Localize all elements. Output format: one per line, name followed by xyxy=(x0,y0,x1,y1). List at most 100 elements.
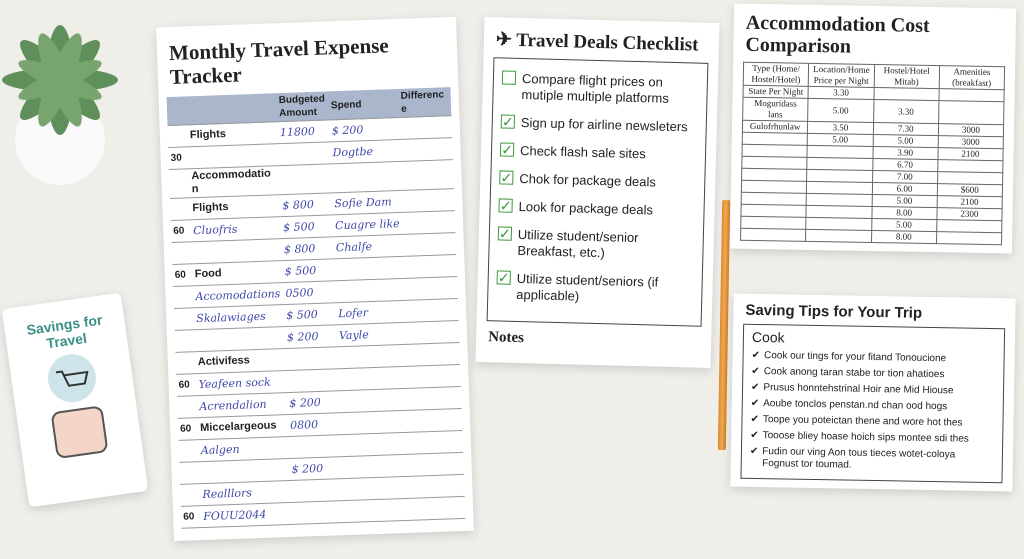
row-label: Yeafeen sock xyxy=(198,375,271,392)
row-difference xyxy=(412,462,464,466)
row-difference xyxy=(400,126,452,130)
tip-item: ✔ Fudin our ving Aon tous tieces wotet-co… xyxy=(750,446,994,474)
row-number: 60 xyxy=(183,511,195,523)
row-label: Aalgen xyxy=(200,442,240,458)
tip-text: Tooose bliey hoase hoich sips montee sdi… xyxy=(762,430,969,445)
unchecked-box-icon xyxy=(501,70,517,85)
row-label: Flights xyxy=(189,128,227,142)
table-cell xyxy=(873,87,939,101)
expense-tracker-sheet: Monthly Travel Expense Tracker Budgeted … xyxy=(156,16,474,542)
row-number xyxy=(170,208,190,211)
checklist-item: Compare flight prices on mutiple multipl… xyxy=(501,70,699,107)
airplane-icon: ✈ xyxy=(495,29,513,51)
table-cell: 3000 xyxy=(937,135,1004,149)
row-budget: $ 500 xyxy=(284,263,317,279)
tips-title: Saving Tips for Your Trip xyxy=(745,301,923,322)
row-difference xyxy=(409,396,461,400)
header-cell: Spend xyxy=(330,98,362,111)
table-body: State Per Night 3.30 Moguridass lans 5.00 3.… xyxy=(740,85,1005,245)
row-budget: $ 500 xyxy=(282,219,315,235)
column-header: Location/Home Price per Night xyxy=(808,63,875,88)
table-cell: 3.50 xyxy=(807,121,874,135)
accommodation-sheet: Accommodation Cost Comparison Type (Home… xyxy=(729,3,1017,254)
row-spend: Lofer xyxy=(337,306,369,321)
table-cell: 6.00 xyxy=(871,182,938,196)
checkmark-icon: ✔ xyxy=(749,445,759,458)
row-number xyxy=(180,472,200,475)
row-budget xyxy=(279,177,331,181)
table-cell xyxy=(936,231,1002,245)
table-cell: $600 xyxy=(937,183,1003,197)
tip-item: ✔ Cook our tings for your fitand Tonoucio… xyxy=(752,350,996,366)
row-budget xyxy=(289,445,341,449)
header-cell-spacer xyxy=(167,109,187,112)
table-cell xyxy=(742,132,808,146)
row-label: Acrendalion xyxy=(199,397,267,414)
row-label: Flights xyxy=(192,200,229,215)
row-difference xyxy=(412,484,464,488)
row-spend: Chalfe xyxy=(335,239,373,255)
row-label: FOUU2044 xyxy=(202,507,267,524)
row-label: Skalawiages xyxy=(196,309,267,326)
table-cell xyxy=(807,145,873,159)
row-difference xyxy=(405,265,457,269)
table-cell: 6.70 xyxy=(872,158,938,172)
table-cell xyxy=(805,229,872,243)
checklist-item-text: Check flash sale sites xyxy=(519,142,646,162)
row-label: Activifess xyxy=(197,354,250,369)
row-label xyxy=(189,154,279,159)
tracker-rows: Flights 11800 $ 200 30 Dogtbe Accommodation Fl… xyxy=(160,116,474,529)
tip-text: Fudin our ving Aon tous tieces wotet-col… xyxy=(762,446,956,471)
column-header: Type (Home/ Hostel/Hotel) xyxy=(743,62,809,87)
table-cell xyxy=(741,168,808,182)
table-cell xyxy=(741,144,808,158)
row-budget: $ 800 xyxy=(283,241,316,257)
checklist-item-text: Utilize student/senior Breakfast, etc.) xyxy=(517,226,639,261)
header-cell: Difference xyxy=(400,89,445,115)
row-number xyxy=(174,318,194,321)
row-number xyxy=(180,494,200,497)
row-budget xyxy=(286,357,338,361)
row-spend: $ 200 xyxy=(331,123,364,138)
row-difference xyxy=(408,352,460,356)
column-header: Amenities (breakfast) xyxy=(938,65,1005,90)
tip-item: ✔ Cook anong taran stabe tor tion ahatioe… xyxy=(751,366,995,382)
tip-item: ✔ Aoube tonclos penstan.nd chan ood hogs xyxy=(751,398,995,414)
checklist-item-text: Sign up for airline newsleters xyxy=(520,114,688,135)
row-budget xyxy=(287,379,339,383)
header-cell xyxy=(187,106,277,111)
notes-label: Notes xyxy=(487,329,525,347)
table-cell: 2100 xyxy=(937,147,1004,161)
row-spend xyxy=(338,376,408,380)
table-cell xyxy=(938,100,1004,125)
table-cell xyxy=(806,193,872,207)
checklist-item: ✓ Utilize student/senior Breakfast, etc.) xyxy=(497,225,695,263)
row-spend xyxy=(341,442,411,446)
row-budget: $ 800 xyxy=(282,197,315,213)
row-label: Accomodations xyxy=(195,287,281,304)
row-difference xyxy=(405,287,457,291)
row-difference xyxy=(401,148,453,152)
checked-box-icon: ✓ xyxy=(500,113,516,130)
checklist-item-text: Chok for package deals xyxy=(519,170,657,190)
row-number: 60 xyxy=(174,269,187,281)
row-label xyxy=(192,249,282,254)
table-cell xyxy=(936,219,1002,233)
tip-text: Cook anong taran stabe tor tion ahatioes xyxy=(763,366,945,381)
checkmark-icon: ✔ xyxy=(751,365,760,378)
row-difference xyxy=(411,440,463,444)
table-cell: 3000 xyxy=(938,123,1004,137)
checklist-item-text: Compare flight prices on mutiple multipl… xyxy=(521,70,670,106)
row-difference xyxy=(408,374,460,378)
table-cell xyxy=(740,228,806,242)
row-budget: 0500 xyxy=(285,286,314,301)
table-cell: 5.00 xyxy=(807,133,873,147)
tracker-title: Monthly Travel Expense Tracker xyxy=(168,33,390,89)
table-cell: 5.00 xyxy=(871,218,937,232)
row-spend xyxy=(342,464,412,468)
row-number: 60 xyxy=(173,225,185,237)
column-header: Hostel/Hotel Mitab) xyxy=(873,64,940,89)
row-spend xyxy=(340,420,410,424)
table-cell: 2300 xyxy=(936,207,1003,221)
row-label: Realllors xyxy=(202,486,253,502)
